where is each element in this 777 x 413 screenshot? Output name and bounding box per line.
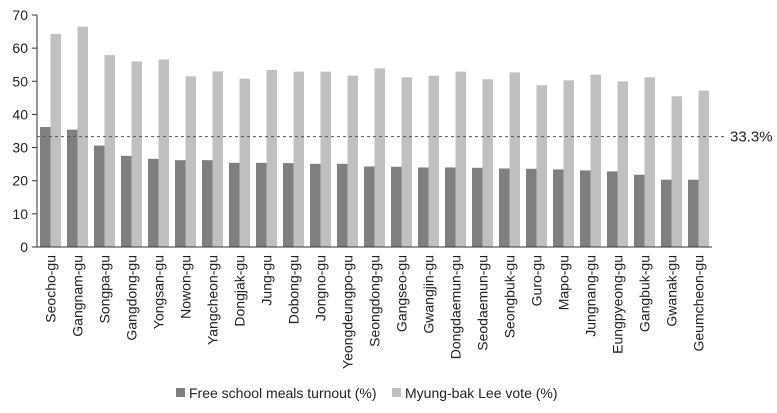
bar-turnout (229, 162, 240, 247)
x-tick-label: Gangseo-gu (394, 255, 410, 332)
bar-lee-vote (401, 77, 412, 248)
bar-lee-vote (698, 90, 709, 248)
legend: Free school meals turnout (%) Myung-bak L… (176, 385, 558, 401)
bar-lee-vote (212, 71, 223, 247)
bar-lee-vote (482, 79, 493, 247)
x-tick-label: Nowon-gu (178, 255, 194, 319)
x-tick-label: Gangdong-gu (124, 255, 140, 341)
bar-lee-vote (239, 78, 250, 248)
x-tick-label: Jung-gu (259, 255, 275, 306)
x-tick-label: Dobong-gu (286, 255, 302, 324)
x-tick-label: Gwangjin-gu (421, 255, 437, 334)
bars (40, 26, 709, 248)
y-axis: 0 10 20 30 40 50 60 70 (12, 7, 38, 255)
x-tick-label: Dongjak-gu (232, 255, 248, 327)
bar-lee-vote (590, 74, 601, 248)
legend-label: Myung-bak Lee vote (%) (405, 385, 558, 401)
y-tick-label: 60 (12, 40, 28, 56)
bar-lee-vote (536, 85, 547, 248)
bar-lee-vote (671, 96, 682, 247)
bar-turnout (310, 163, 321, 247)
bar-turnout (634, 174, 645, 247)
x-tick-label: Gangbuk-gu (637, 255, 653, 332)
x-tick-label: Jungnang-gu (583, 255, 599, 337)
bar-turnout (67, 129, 78, 247)
x-tick-label: Gwanak-gu (664, 255, 680, 327)
bar-turnout (580, 170, 591, 247)
bar-lee-vote (644, 77, 655, 248)
x-tick-label: Eungpyeong-gu (610, 255, 626, 354)
legend-swatch (176, 388, 185, 397)
bar-lee-vote (617, 81, 628, 248)
bar-turnout (553, 169, 564, 247)
x-tick-label: Gangnam-gu (70, 255, 86, 337)
bar-turnout (175, 160, 186, 247)
bar-turnout (418, 167, 429, 247)
x-tick-label: Mapo-gu (556, 255, 572, 310)
y-tick-label: 50 (12, 73, 28, 89)
x-tick-label: Seodaemun-gu (475, 255, 491, 351)
legend-label: Free school meals turnout (%) (189, 385, 377, 401)
bar-turnout (526, 168, 537, 247)
bar-lee-vote (428, 75, 439, 247)
bar-turnout (94, 145, 105, 247)
x-tick-label: Yeongdeungpo-gu (340, 255, 356, 369)
bar-turnout (607, 171, 618, 247)
bar-turnout (283, 163, 294, 247)
x-tick-label: Seongbuk-gu (502, 255, 518, 338)
bar-turnout (391, 166, 402, 247)
bar-lee-vote (104, 55, 115, 247)
bar-turnout (499, 168, 510, 247)
bar-turnout (445, 167, 456, 247)
bar-turnout (148, 158, 159, 247)
bar-turnout (472, 167, 483, 247)
bar-turnout (364, 166, 375, 247)
y-tick-label: 0 (20, 239, 28, 255)
bar-turnout (337, 163, 348, 247)
y-tick-label: 40 (12, 106, 28, 122)
bar-lee-vote (293, 71, 304, 247)
bar-lee-vote (347, 75, 358, 247)
x-tick-label: Seongdong-gu (367, 255, 383, 347)
y-tick-label: 30 (12, 140, 28, 156)
bar-lee-vote (266, 70, 277, 247)
bar-lee-vote (320, 71, 331, 247)
bar-turnout (688, 179, 699, 247)
x-tick-label: Jongno-gu (313, 255, 329, 321)
bar-lee-vote (509, 72, 520, 247)
x-tick-label: Guro-gu (529, 255, 545, 306)
x-tick-label: Dongdaemun-gu (448, 255, 464, 359)
y-tick-label: 70 (12, 7, 28, 23)
x-tick-label: Yongsan-gu (151, 255, 167, 329)
bar-turnout (40, 127, 51, 247)
x-tick-label: Songpa-gu (97, 255, 113, 324)
bar-lee-vote (374, 68, 385, 247)
x-axis: Seocho-gu Gangnam-gu Songpa-gu Gangdong-gu Y… (37, 246, 712, 369)
bar-turnout (256, 162, 267, 247)
bar-lee-vote (131, 61, 142, 248)
reference-line-group: 33.3% (37, 129, 773, 146)
y-tick-label: 20 (12, 173, 28, 189)
reference-line-label: 33.3% (730, 129, 773, 146)
bar-lee-vote (455, 71, 466, 247)
bar-turnout (121, 155, 132, 247)
y-tick-label: 10 (12, 206, 28, 222)
bar-lee-vote (563, 80, 574, 247)
bar-lee-vote (50, 33, 61, 247)
bar-lee-vote (77, 26, 88, 247)
bar-lee-vote (158, 59, 169, 247)
x-tick-label: Geumcheon-gu (691, 255, 707, 352)
legend-swatch (392, 388, 401, 397)
bar-turnout (661, 179, 672, 247)
bar-lee-vote (185, 76, 196, 247)
x-tick-label: Yangcheon-gu (205, 255, 221, 345)
bar-turnout (202, 160, 213, 247)
x-tick-label: Seocho-gu (43, 255, 59, 323)
